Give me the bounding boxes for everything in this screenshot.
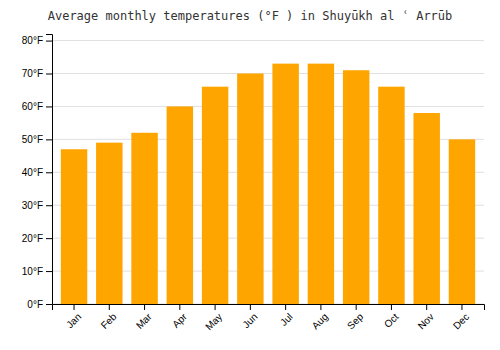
y-tick: 80°F bbox=[22, 35, 52, 46]
x-tick-mark bbox=[250, 304, 251, 310]
x-tick-mark bbox=[320, 304, 321, 310]
bar bbox=[61, 149, 87, 304]
y-tick: 60°F bbox=[22, 101, 52, 112]
grid-line bbox=[52, 40, 484, 41]
y-tick: 40°F bbox=[22, 167, 52, 178]
x-tick: Apr bbox=[170, 304, 189, 330]
x-tick-mark bbox=[426, 304, 427, 310]
x-tick-mark bbox=[109, 304, 110, 310]
x-tick: Jun bbox=[240, 304, 259, 330]
y-tick-label: 70°F bbox=[22, 68, 43, 79]
x-axis-line bbox=[53, 305, 485, 311]
bar bbox=[96, 143, 122, 304]
y-tick-mark bbox=[46, 74, 52, 75]
x-tick-mark bbox=[144, 304, 145, 310]
bar bbox=[343, 70, 369, 304]
bar bbox=[131, 133, 157, 304]
x-tick: May bbox=[203, 304, 224, 332]
y-axis-line bbox=[46, 35, 53, 305]
y-tick-label: 80°F bbox=[22, 35, 43, 46]
x-tick: Aug bbox=[310, 304, 330, 331]
bar bbox=[272, 64, 298, 304]
x-tick: Nov bbox=[416, 304, 436, 331]
bar bbox=[413, 113, 439, 304]
x-tick: Mar bbox=[134, 304, 154, 331]
y-tick: 20°F bbox=[22, 233, 52, 244]
x-tick-label: Jun bbox=[240, 311, 259, 330]
x-tick-mark bbox=[461, 304, 462, 310]
y-tick-mark bbox=[46, 205, 52, 206]
y-tick-mark bbox=[46, 304, 52, 305]
chart: Average monthly temperatures (°F ) in Sh… bbox=[0, 0, 500, 350]
y-tick-mark bbox=[46, 106, 52, 107]
x-tick-label: May bbox=[203, 311, 224, 332]
y-tick-label: 10°F bbox=[22, 266, 43, 277]
y-tick: 0°F bbox=[27, 299, 52, 310]
x-tick: Feb bbox=[99, 304, 119, 331]
y-axis: 0°F 10°F 20°F 30°F 40°F 50°F 60°F 70°F 80°F bbox=[22, 35, 53, 310]
y-tick: 30°F bbox=[22, 200, 52, 211]
x-tick-mark bbox=[356, 304, 357, 310]
x-tick-label: Dec bbox=[451, 311, 471, 331]
y-tick-label: 0°F bbox=[27, 299, 43, 310]
x-tick: Dec bbox=[451, 304, 471, 331]
x-axis: Jan Feb Mar Apr May Jun Jul Aug Sep Oct Nov Dec bbox=[53, 304, 485, 332]
x-tick-label: Feb bbox=[99, 311, 119, 331]
x-tick-mark bbox=[215, 304, 216, 310]
x-tick-mark bbox=[179, 304, 180, 310]
bar bbox=[449, 139, 475, 304]
x-tick-label: Mar bbox=[134, 311, 154, 331]
y-tick-mark bbox=[46, 139, 52, 140]
grid-line bbox=[52, 73, 484, 74]
y-tick-label: 60°F bbox=[22, 101, 43, 112]
y-tick: 70°F bbox=[22, 68, 52, 79]
x-tick-label: Jul bbox=[278, 311, 295, 328]
x-tick-label: Jan bbox=[64, 311, 83, 330]
x-tick-label: Apr bbox=[170, 311, 189, 330]
y-tick-mark bbox=[46, 41, 52, 42]
y-tick-label: 50°F bbox=[22, 134, 43, 145]
x-tick-label: Aug bbox=[310, 311, 330, 331]
bar bbox=[237, 74, 263, 304]
y-tick-label: 20°F bbox=[22, 233, 43, 244]
x-tick-label: Nov bbox=[416, 311, 436, 331]
y-tick-label: 30°F bbox=[22, 200, 43, 211]
x-tick: Oct bbox=[382, 304, 401, 330]
x-tick-mark bbox=[391, 304, 392, 310]
x-tick: Jul bbox=[278, 304, 295, 328]
x-tick-label: Sep bbox=[345, 311, 366, 332]
y-tick-label: 40°F bbox=[22, 167, 43, 178]
x-tick: Jan bbox=[64, 304, 83, 330]
x-tick: Sep bbox=[345, 304, 366, 331]
plot: 0°F 10°F 20°F 30°F 40°F 50°F 60°F 70°F 80°F Jan Fe… bbox=[22, 35, 485, 333]
y-tick: 10°F bbox=[22, 266, 52, 277]
bar bbox=[202, 87, 228, 304]
grid bbox=[52, 41, 484, 304]
y-tick-mark bbox=[46, 172, 52, 173]
y-tick-mark bbox=[46, 271, 52, 272]
bars bbox=[61, 64, 475, 304]
x-tick-mark bbox=[74, 304, 75, 310]
y-tick-mark bbox=[46, 238, 52, 239]
bar bbox=[167, 106, 193, 304]
title: Average monthly temperatures (°F ) in Sh… bbox=[48, 9, 453, 23]
y-tick: 50°F bbox=[22, 134, 52, 145]
x-tick-mark bbox=[285, 304, 286, 310]
bar bbox=[378, 87, 404, 304]
bar bbox=[308, 64, 334, 304]
grid-line bbox=[52, 106, 484, 107]
x-tick-label: Oct bbox=[382, 311, 401, 330]
